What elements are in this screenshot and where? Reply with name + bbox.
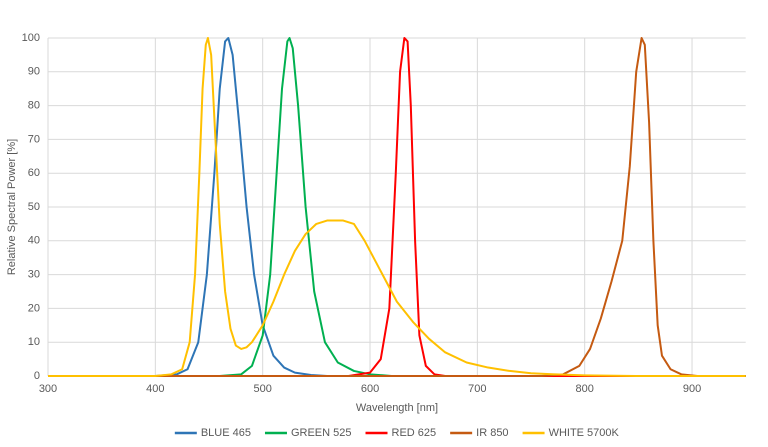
series-line	[48, 37, 746, 377]
series-line	[48, 37, 746, 377]
y-axis-label: Relative Spectral Power [%]	[6, 139, 18, 275]
y-tick-label: 10	[28, 336, 40, 348]
y-tick-label: 70	[28, 133, 40, 145]
series-line	[48, 37, 746, 377]
y-tick-label: 20	[28, 302, 40, 314]
series-line	[48, 37, 746, 377]
y-tick-label: 0	[34, 370, 40, 382]
y-tick-label: 30	[28, 269, 40, 281]
legend-label: RED 625	[392, 427, 437, 439]
legend-label: WHITE 5700K	[549, 427, 620, 439]
y-tick-label: 50	[28, 201, 40, 213]
y-tick-label: 90	[28, 66, 40, 78]
y-tick-label: 100	[22, 32, 40, 44]
y-tick-label: 40	[28, 235, 40, 247]
series-line	[48, 37, 746, 377]
x-tick-label: 900	[683, 383, 701, 395]
legend-label: GREEN 525	[291, 427, 352, 439]
y-tick-label: 60	[28, 167, 40, 179]
y-tick-label: 80	[28, 100, 40, 112]
x-tick-label: 800	[576, 383, 594, 395]
x-axis-label: Wavelength [nm]	[356, 402, 438, 414]
x-tick-label: 400	[146, 383, 164, 395]
legend-label: BLUE 465	[201, 427, 251, 439]
x-tick-label: 300	[39, 383, 57, 395]
legend-label: IR 850	[476, 427, 508, 439]
x-tick-label: 500	[253, 383, 271, 395]
x-tick-label: 600	[361, 383, 379, 395]
x-tick-label: 700	[468, 383, 486, 395]
